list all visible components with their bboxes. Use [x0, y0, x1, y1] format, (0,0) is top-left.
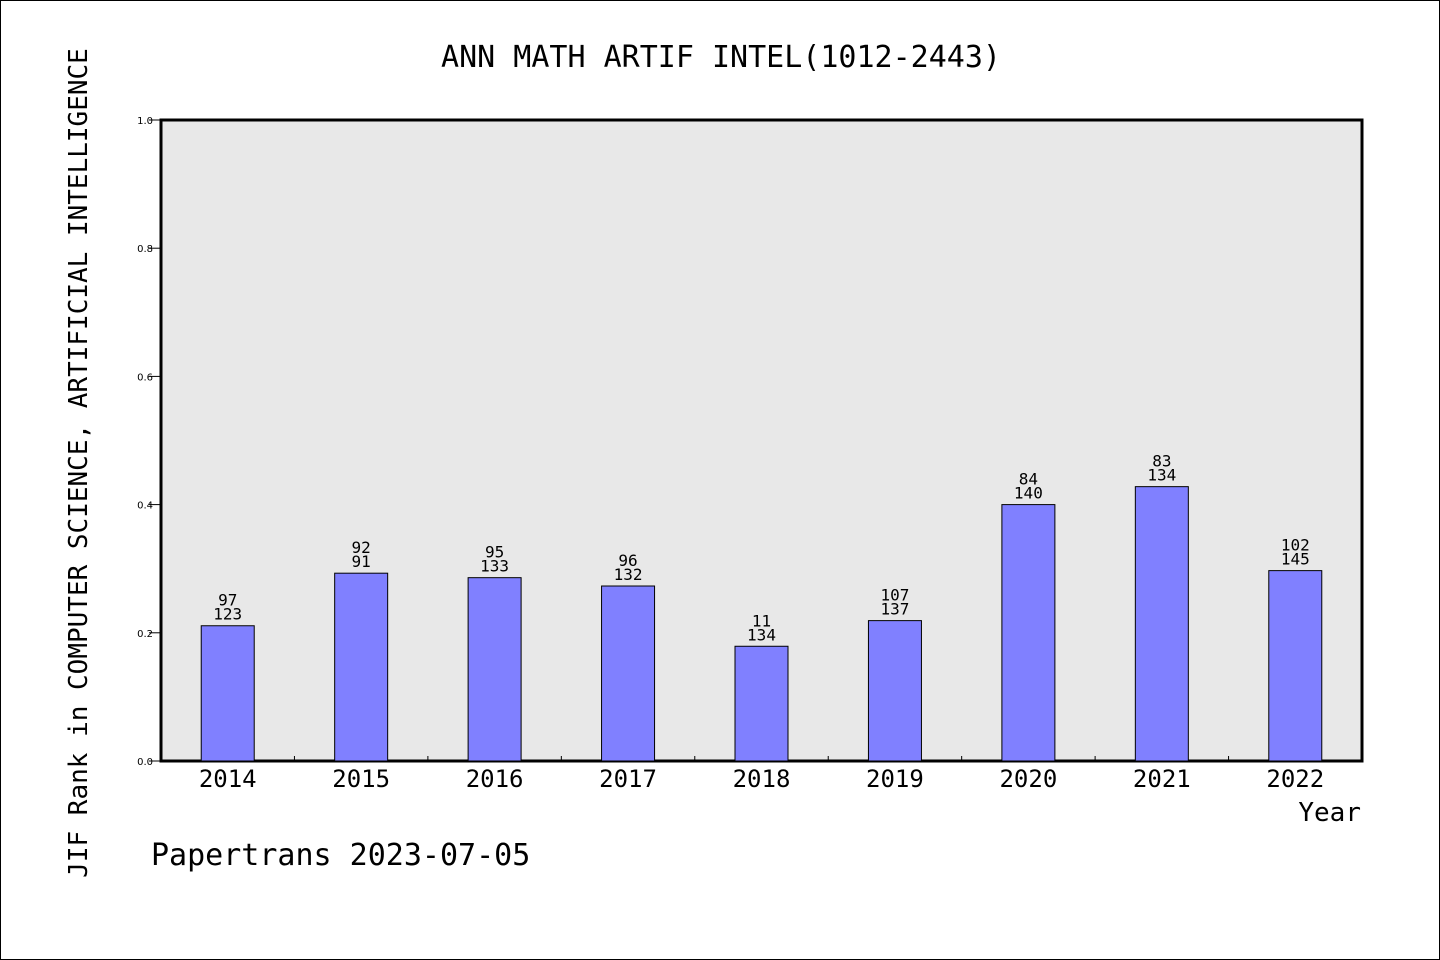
bar-rank-label: 84 — [1019, 470, 1038, 489]
bar-rank-label: 102 — [1281, 536, 1310, 555]
x-tick-label: 2015 — [332, 765, 390, 793]
x-tick-label: 2021 — [1133, 765, 1191, 793]
bar-rank-label: 11 — [752, 611, 771, 630]
y-tick-label: 0.6 — [137, 372, 153, 383]
bar — [867, 620, 922, 762]
bar-total-label: 123 — [213, 605, 242, 624]
bar — [200, 625, 255, 762]
bar-rank-label: 92 — [352, 538, 371, 557]
chart-title: ANN MATH ARTIF INTEL(1012-2443) — [441, 40, 1001, 75]
bar-total-label: 134 — [747, 625, 776, 644]
bar — [601, 585, 656, 762]
bar-total-label: 134 — [1147, 466, 1176, 485]
y-axis-title: JIF Rank in COMPUTER SCIENCE, ARTIFICIAL… — [64, 48, 94, 878]
bar-rank-label: 83 — [1152, 452, 1171, 471]
x-tick-label: 2019 — [866, 765, 924, 793]
x-axis: 2014 2015 2016 2017 2018 2019 2020 2021 2022 — [199, 756, 1324, 793]
y-tick-label: 1.0 — [137, 116, 153, 127]
bar — [734, 645, 789, 762]
bar-rank-label: 96 — [618, 551, 637, 570]
bar — [1268, 570, 1323, 762]
bar-total-label: 140 — [1014, 484, 1043, 503]
bar-total-label: 145 — [1281, 550, 1310, 569]
bar — [1001, 504, 1056, 762]
footer-watermark: Papertrans 2023-07-05 — [151, 838, 530, 873]
y-axis: 0.0 0.2 0.4 0.6 0.8 1.0 — [137, 116, 161, 768]
bar-rank-label: 95 — [485, 543, 504, 562]
bar — [334, 572, 389, 762]
bar — [1134, 486, 1189, 762]
y-tick-label: 0.8 — [137, 244, 153, 255]
bar-total-label: 137 — [880, 600, 909, 619]
bar-total-label: 133 — [480, 557, 509, 576]
bar-total-label: 91 — [352, 552, 371, 571]
bar — [467, 577, 522, 762]
x-tick-label: 2020 — [999, 765, 1057, 793]
x-tick-label: 2014 — [199, 765, 257, 793]
y-tick-label: 0.4 — [137, 501, 153, 512]
bar-total-label: 132 — [614, 565, 643, 584]
y-tick-label: 0.0 — [137, 757, 153, 768]
x-tick-label: 2017 — [599, 765, 657, 793]
y-tick-label: 0.2 — [137, 629, 153, 640]
x-tick-label: 2022 — [1266, 765, 1324, 793]
x-axis-title: Year — [1298, 798, 1361, 828]
x-tick-label: 2018 — [733, 765, 791, 793]
bar-rank-label: 107 — [880, 586, 909, 605]
bar-rank-label: 97 — [218, 591, 237, 610]
x-tick-label: 2016 — [466, 765, 524, 793]
